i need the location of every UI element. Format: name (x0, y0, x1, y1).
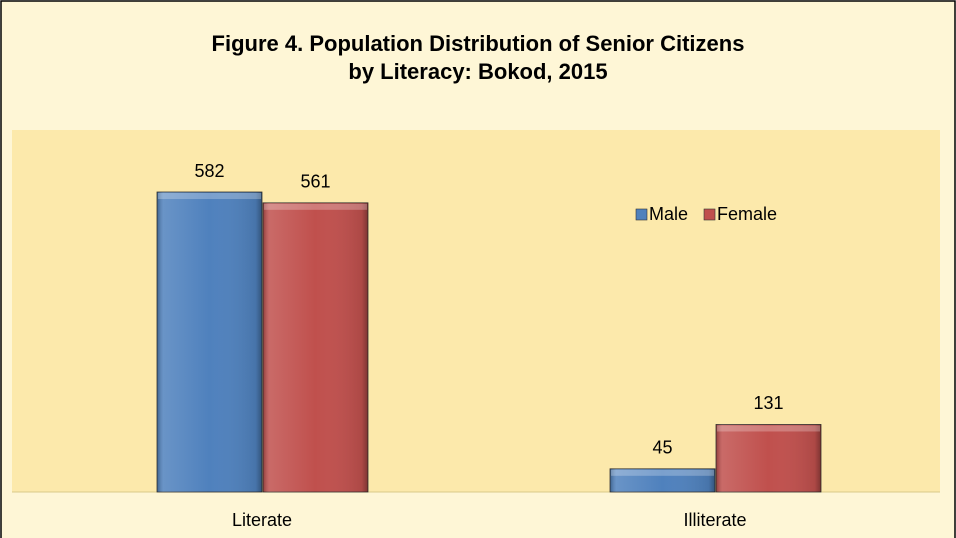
bar-bevel (610, 468, 715, 492)
data-label: 45 (652, 438, 672, 458)
data-label: 561 (300, 172, 330, 192)
data-label: 582 (194, 161, 224, 181)
x-tick-label: Literate (232, 510, 292, 530)
data-label: 131 (753, 393, 783, 413)
bar-bevel-top (611, 469, 714, 476)
bar-bevel (157, 192, 262, 492)
legend-swatch (703, 208, 716, 221)
legend-swatch (635, 208, 648, 221)
bar-bevel-top (158, 193, 261, 199)
legend-label: Male (649, 204, 688, 224)
x-tick-label: Illiterate (683, 510, 746, 530)
bar-bevel-top (264, 203, 367, 210)
bar-bevel (716, 424, 821, 492)
bar-bevel-top (717, 425, 820, 432)
chart-title: Figure 4. Population Distribution of Sen… (212, 31, 745, 56)
bar-bevel (263, 202, 368, 492)
chart-subtitle: by Literacy: Bokod, 2015 (348, 59, 607, 84)
legend-label: Female (717, 204, 777, 224)
